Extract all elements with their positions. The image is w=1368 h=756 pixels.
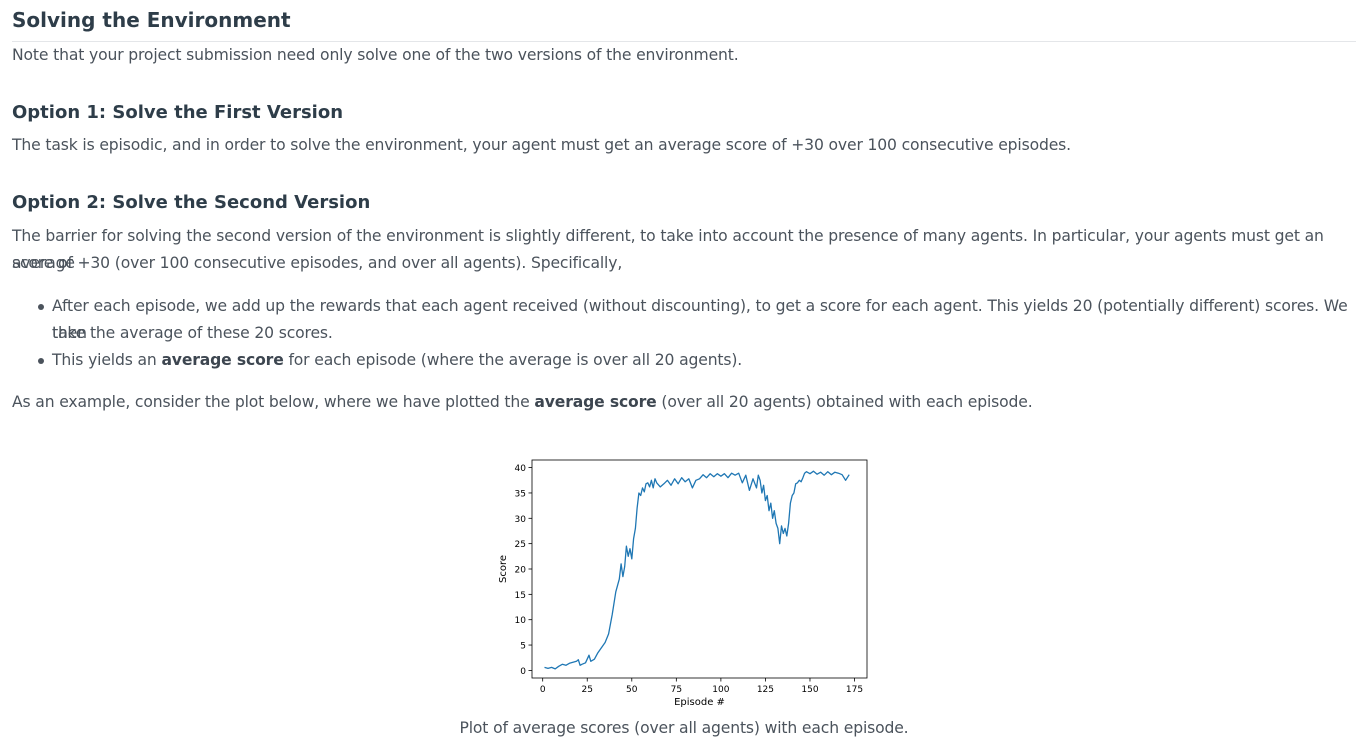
bullet-dot [38, 304, 44, 310]
x-tick-label: 175 [846, 685, 863, 695]
plot-frame [531, 459, 868, 679]
bullet-dot [38, 358, 44, 364]
option1-text: The task is episodic, and in order to so… [12, 136, 1071, 154]
score-plot: 0 5 10 15 20 25 30 35 40 0 25 50 75 100 125 150 175 Epi… [498, 459, 868, 708]
y-tick-label: 30 [515, 515, 527, 525]
x-tick-label: 50 [626, 685, 638, 695]
bullet-1-line1: After each episode, we add up the reward… [52, 297, 1348, 342]
plot-caption: Plot of average scores (over all agents)… [459, 719, 909, 737]
bullet-2-post: for each episode (where the average is o… [283, 351, 743, 369]
bullet-2-bold: average score [161, 351, 284, 369]
example-pre: As an example, consider the plot below, … [12, 393, 535, 411]
x-tick-label: 100 [712, 685, 729, 695]
x-tick-label: 25 [582, 685, 593, 695]
y-tick-label: 10 [515, 616, 527, 626]
x-axis-label: Episode # [674, 697, 725, 708]
y-tick-label: 0 [520, 667, 526, 677]
y-tick-label: 20 [515, 566, 527, 576]
y-tick-label: 40 [515, 464, 527, 474]
example-post: (over all 20 agents) obtained with each … [656, 393, 1033, 411]
option2-title: Option 2: Solve the Second Version [12, 192, 371, 213]
x-tick-label: 75 [671, 685, 682, 695]
x-tick-label: 0 [540, 685, 546, 695]
example-bold: average score [534, 393, 657, 411]
option2-text-line1: The barrier for solving the second versi… [12, 227, 1324, 272]
bullet-2-pre: This yields an [52, 351, 162, 369]
intro-paragraph: Note that your project submission need o… [12, 46, 739, 64]
y-tick-label: 35 [515, 489, 526, 499]
y-axis: 0 5 10 15 20 25 30 35 40 [515, 464, 532, 677]
x-axis: 0 25 50 75 100 125 150 175 [540, 678, 863, 695]
option2-text-line2: score of +30 (over 100 consecutive episo… [12, 254, 623, 272]
bullet-1-line2: take the average of these 20 scores. [52, 324, 333, 342]
x-tick-label: 150 [801, 685, 818, 695]
option1-title: Option 1: Solve the First Version [12, 102, 344, 123]
y-axis-label: Score [498, 555, 509, 583]
score-line [544, 470, 850, 670]
y-tick-label: 5 [520, 642, 526, 652]
y-tick-label: 25 [515, 540, 526, 550]
y-tick-label: 15 [515, 591, 526, 601]
x-tick-label: 125 [757, 685, 774, 695]
bullet-2: This yields an average score for each ep… [52, 347, 1352, 374]
section-title: Solving the Environment [12, 5, 1356, 42]
example-paragraph: As an example, consider the plot below, … [12, 389, 1352, 416]
